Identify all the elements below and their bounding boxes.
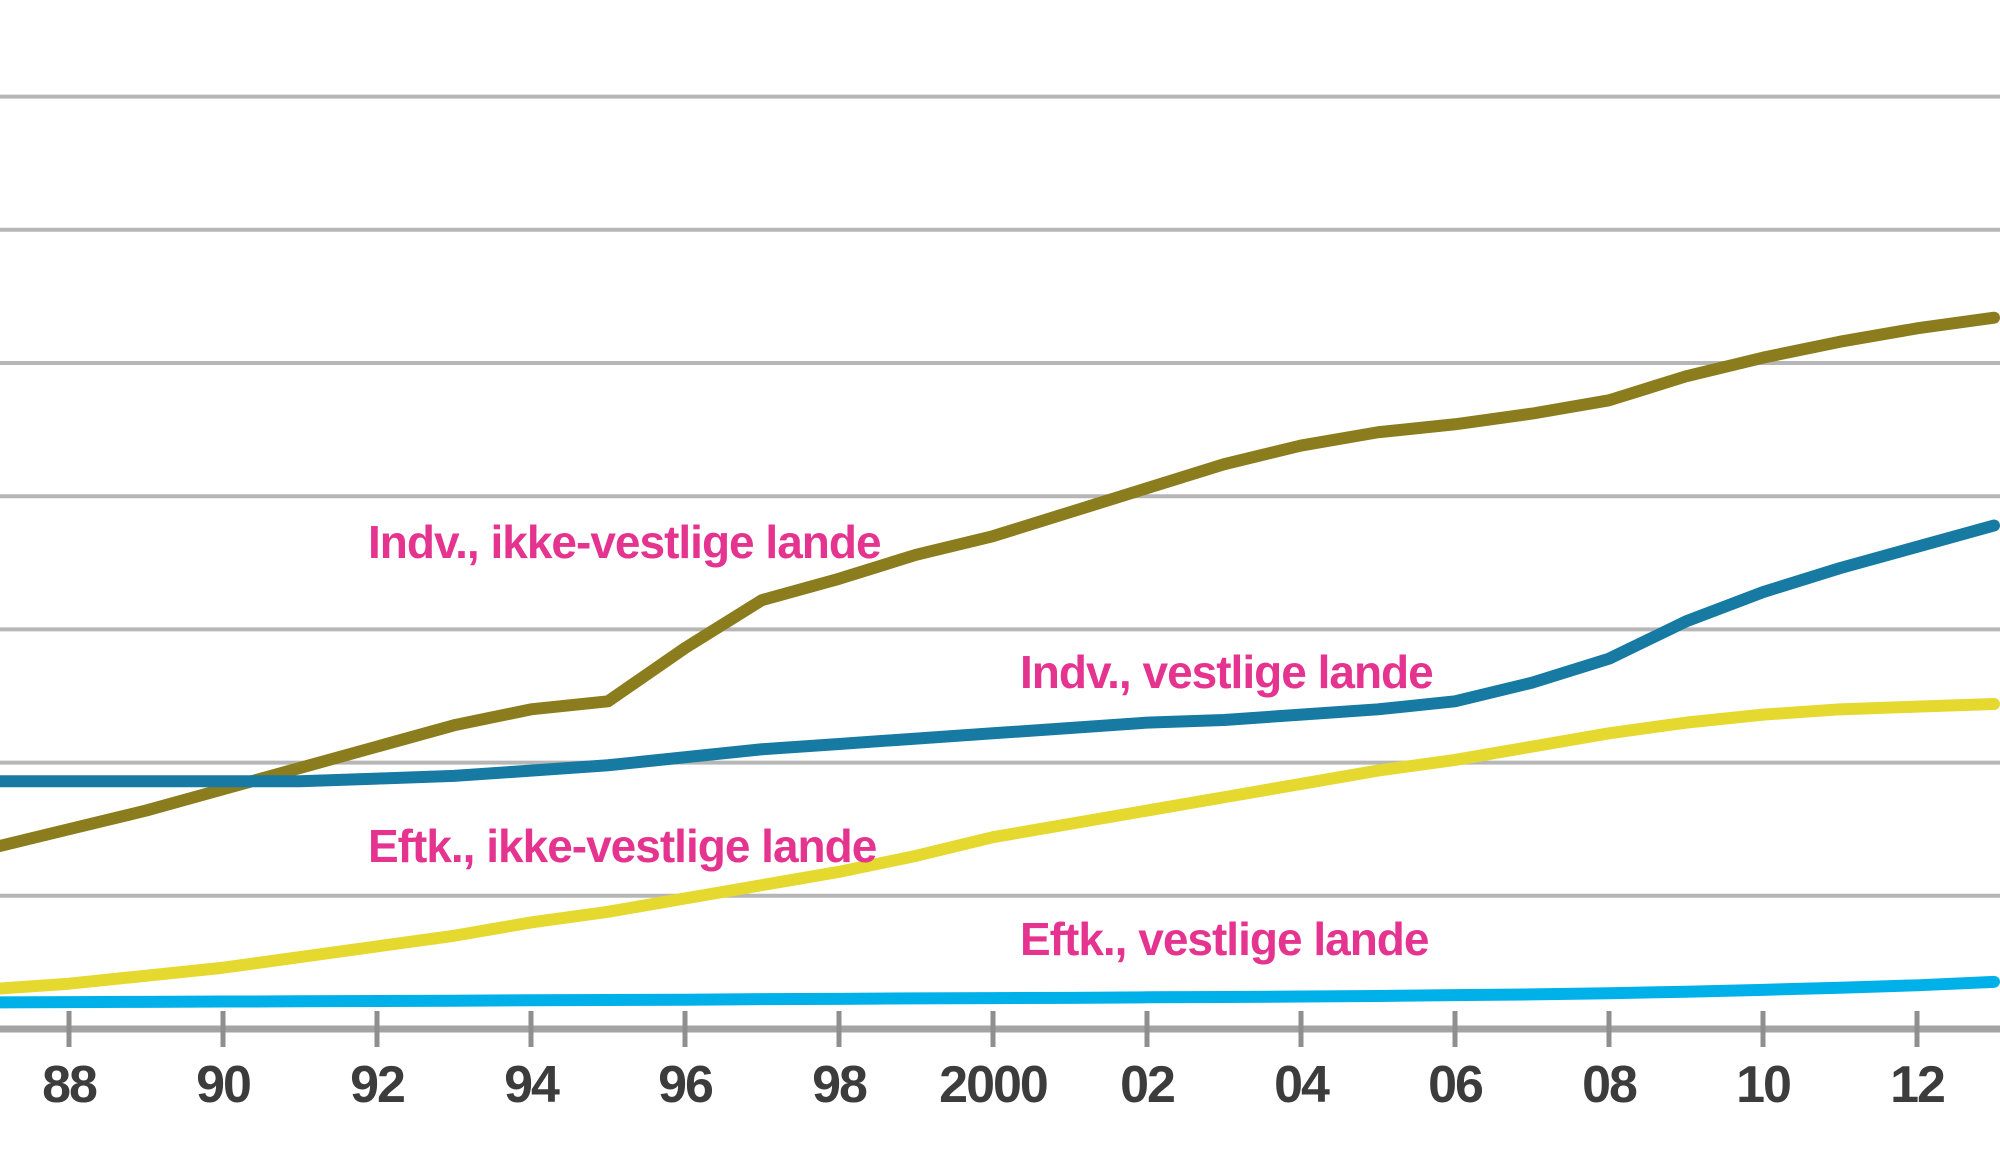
- x-axis-tick-label: 92: [350, 1056, 404, 1114]
- series-label-indv-vestlige: Indv., vestlige lande: [1020, 646, 1433, 698]
- x-axis-tick-label: 04: [1274, 1056, 1330, 1114]
- series-label-indv-ikke-vestlige: Indv., ikke-vestlige lande: [368, 516, 881, 568]
- x-axis-tick-label: 90: [196, 1056, 250, 1114]
- series-line-indv-vestlige: [0, 519, 2000, 788]
- series-label-eftk-vestlige: Eftk., vestlige lande: [1020, 913, 1429, 965]
- series-line-eftk-vestlige: [0, 975, 2000, 1009]
- x-axis-tick-label: 10: [1736, 1056, 1790, 1114]
- x-axis-tick-label: 08: [1582, 1056, 1637, 1114]
- x-axis-tick-label: 88: [42, 1056, 97, 1114]
- series-label-eftk-ikke-vestlige: Eftk., ikke-vestlige lande: [368, 820, 877, 872]
- x-axis-tick-label: 2000: [939, 1056, 1047, 1114]
- series-line-eftk-ikke-vestlige: [0, 697, 2000, 995]
- x-axis-tick-label: 96: [658, 1056, 713, 1114]
- series-line-indv-ikke-vestlige: [0, 311, 2000, 853]
- x-axis-tick-label: 12: [1890, 1056, 1944, 1114]
- x-axis-tick-label: 94: [504, 1056, 560, 1114]
- x-axis-tick-label: 98: [812, 1056, 867, 1114]
- x-axis-tick-label: 02: [1120, 1056, 1174, 1114]
- x-axis-tick-label: 06: [1428, 1056, 1483, 1114]
